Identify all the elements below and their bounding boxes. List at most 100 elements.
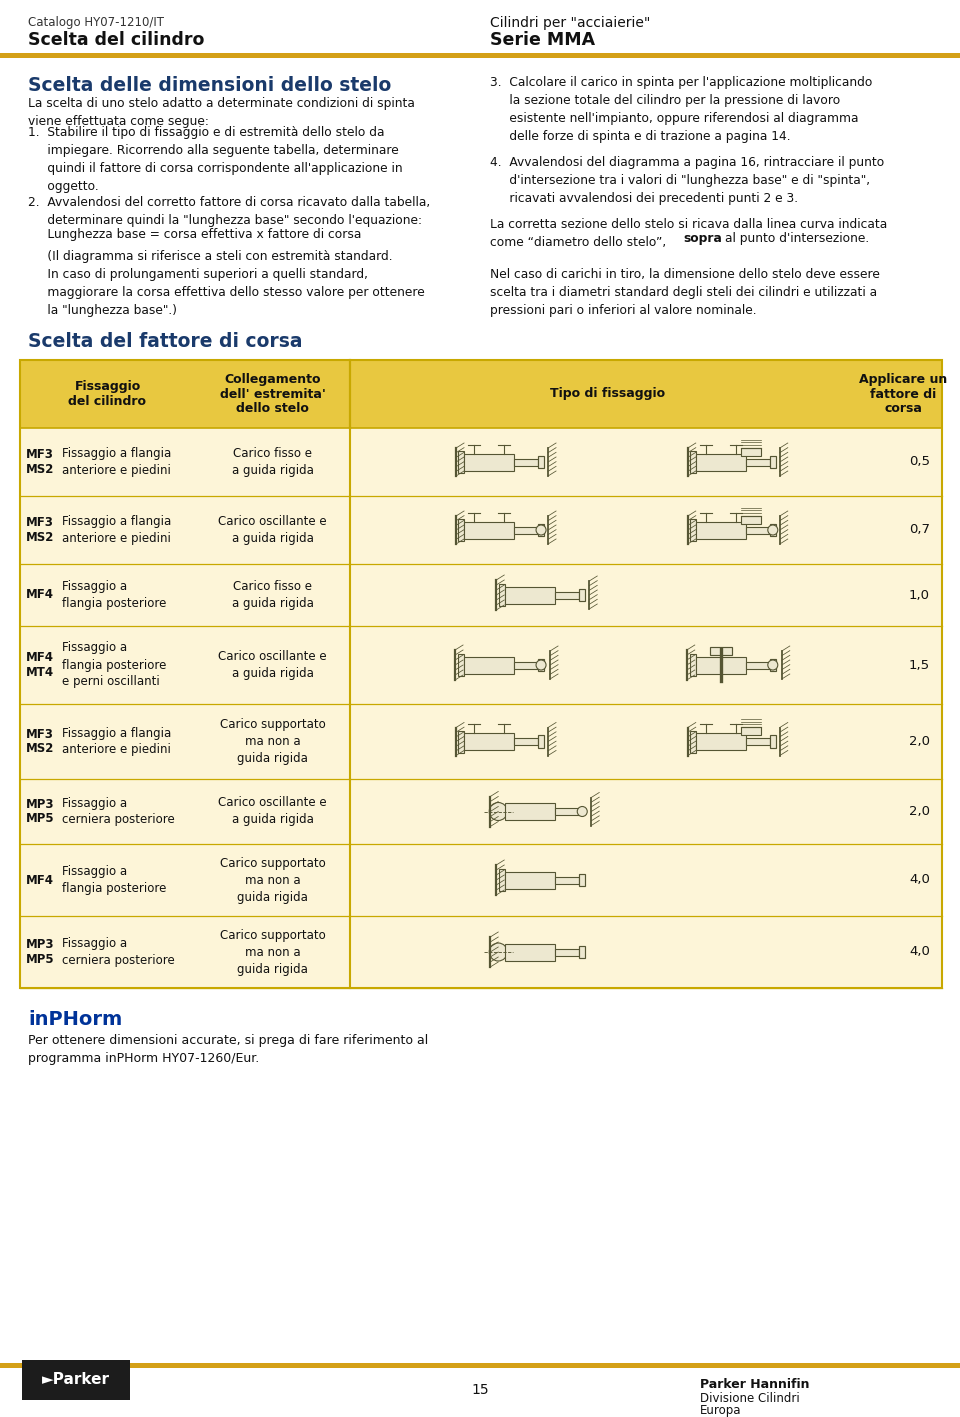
Bar	[579, 945, 586, 958]
Text: Parker Hannifin: Parker Hannifin	[700, 1377, 809, 1391]
Circle shape	[490, 942, 507, 961]
Bar	[464, 733, 514, 750]
Text: Per ottenere dimensioni accurate, si prega di fare riferimento al
programma inPH: Per ottenere dimensioni accurate, si pre…	[28, 1034, 428, 1066]
Text: 2,0: 2,0	[909, 735, 930, 748]
Bar	[20, 704, 942, 779]
Text: MF4: MF4	[26, 873, 54, 887]
Bar	[464, 656, 514, 673]
Text: MF4: MF4	[26, 588, 54, 601]
Text: Tipo di fissaggio: Tipo di fissaggio	[550, 387, 665, 401]
Text: Divisione Cilindri: Divisione Cilindri	[700, 1391, 800, 1406]
Text: al punto d'intersezione.: al punto d'intersezione.	[725, 232, 869, 245]
Text: 0,5: 0,5	[909, 455, 930, 469]
Bar	[690, 655, 696, 676]
Bar	[20, 915, 942, 988]
Text: Carico supportato
ma non a
guida rigida: Carico supportato ma non a guida rigida	[220, 856, 325, 904]
Bar	[458, 451, 464, 473]
Text: Fissaggio a flangia
anteriore e piedini: Fissaggio a flangia anteriore e piedini	[62, 514, 171, 546]
Bar	[458, 519, 464, 541]
Bar	[22, 1360, 130, 1400]
Circle shape	[768, 526, 778, 536]
Circle shape	[768, 660, 778, 670]
Text: Applicare un
fattore di
corsa: Applicare un fattore di corsa	[859, 373, 948, 415]
Text: MF3
MS2: MF3 MS2	[26, 727, 55, 755]
Bar	[741, 727, 760, 735]
Bar	[579, 874, 586, 886]
Bar	[538, 524, 544, 536]
Text: inPHorm: inPHorm	[28, 1010, 122, 1029]
Text: 4.  Avvalendosi del diagramma a pagina 16, rintracciare il punto
     d'intersez: 4. Avvalendosi del diagramma a pagina 16…	[490, 156, 884, 205]
Bar	[746, 738, 770, 745]
Bar	[741, 448, 760, 455]
Bar	[20, 779, 942, 845]
Bar	[696, 733, 746, 750]
Bar	[770, 524, 776, 536]
Bar	[499, 584, 505, 606]
Bar	[746, 662, 770, 669]
Circle shape	[577, 806, 588, 816]
Bar	[690, 519, 696, 541]
Text: sopra: sopra	[683, 232, 722, 245]
Bar	[538, 659, 544, 672]
Bar	[458, 655, 464, 676]
Bar	[20, 626, 942, 704]
Text: La scelta di uno stelo adatto a determinate condizioni di spinta
viene effettuat: La scelta di uno stelo adatto a determin…	[28, 96, 415, 128]
Text: Carico supportato
ma non a
guida rigida: Carico supportato ma non a guida rigida	[220, 718, 325, 765]
Text: Collegamento
dell' estremita'
dello stelo: Collegamento dell' estremita' dello stel…	[220, 373, 325, 415]
Circle shape	[536, 526, 546, 536]
Text: Carico oscillante e
a guida rigida: Carico oscillante e a guida rigida	[218, 650, 326, 680]
Text: Carico supportato
ma non a
guida rigida: Carico supportato ma non a guida rigida	[220, 928, 325, 975]
Bar	[514, 662, 538, 669]
Circle shape	[490, 802, 507, 820]
Bar	[741, 516, 760, 523]
Bar	[464, 453, 514, 470]
Text: Fissaggio
del cilindro: Fissaggio del cilindro	[68, 380, 147, 408]
Text: MF4
MT4: MF4 MT4	[26, 650, 54, 679]
Text: 1.  Stabilire il tipo di fissaggio e di estremità dello stelo da
     impiegare.: 1. Stabilire il tipo di fissaggio e di e…	[28, 126, 402, 193]
Bar	[579, 588, 586, 601]
Text: Cilindri per "acciaierie": Cilindri per "acciaierie"	[490, 16, 650, 30]
Bar	[555, 948, 579, 955]
Text: Fissaggio a
cerniera posteriore: Fissaggio a cerniera posteriore	[62, 796, 175, 826]
Text: 15: 15	[471, 1383, 489, 1397]
Text: Scelta del cilindro: Scelta del cilindro	[28, 31, 204, 50]
Text: Fissaggio a
flangia posteriore
e perni oscillanti: Fissaggio a flangia posteriore e perni o…	[62, 642, 166, 689]
Text: 3.  Calcolare il carico in spinta per l'applicazione moltiplicando
     la sezio: 3. Calcolare il carico in spinta per l'a…	[490, 77, 873, 143]
Bar	[690, 451, 696, 473]
Text: (Il diagramma si riferisce a steli con estremità standard.
     In caso di prolu: (Il diagramma si riferisce a steli con e…	[28, 249, 424, 317]
Bar	[696, 656, 746, 673]
Bar	[514, 459, 538, 466]
Text: ►Parker: ►Parker	[42, 1373, 110, 1387]
Bar	[514, 738, 538, 745]
Text: La corretta sezione dello stelo si ricava dalla linea curva indicata
come “diame: La corretta sezione dello stelo si ricav…	[490, 218, 887, 249]
Bar	[20, 496, 942, 564]
Text: 0,7: 0,7	[909, 523, 930, 537]
Bar	[770, 456, 776, 468]
Bar	[0, 52, 960, 58]
Bar	[499, 869, 505, 891]
Text: Serie MMA: Serie MMA	[490, 31, 595, 50]
Text: Carico fisso e
a guida rigida: Carico fisso e a guida rigida	[231, 580, 313, 609]
Bar	[770, 659, 776, 672]
Bar	[514, 527, 538, 533]
Text: Carico fisso e
a guida rigida: Carico fisso e a guida rigida	[231, 446, 313, 478]
Bar	[505, 803, 555, 820]
Bar	[770, 735, 776, 748]
Bar	[538, 456, 544, 468]
Bar	[690, 731, 696, 752]
Bar	[464, 521, 514, 538]
Text: MP3
MP5: MP3 MP5	[26, 938, 55, 966]
Bar	[20, 360, 942, 428]
Bar	[0, 1363, 960, 1367]
Text: Europa: Europa	[700, 1404, 741, 1417]
Text: 2,0: 2,0	[909, 805, 930, 818]
Text: 1,0: 1,0	[909, 588, 930, 601]
Circle shape	[536, 660, 546, 670]
Text: 4,0: 4,0	[909, 945, 930, 958]
Text: Fissaggio a
cerniera posteriore: Fissaggio a cerniera posteriore	[62, 937, 175, 966]
Text: Lunghezza base = corsa effettiva x fattore di corsa: Lunghezza base = corsa effettiva x fatto…	[28, 228, 361, 241]
Text: Catalogo HY07-1210/IT: Catalogo HY07-1210/IT	[28, 16, 164, 28]
Text: MF3
MS2: MF3 MS2	[26, 516, 55, 544]
Bar	[505, 871, 555, 888]
Text: Scelta delle dimensioni dello stelo: Scelta delle dimensioni dello stelo	[28, 77, 392, 95]
